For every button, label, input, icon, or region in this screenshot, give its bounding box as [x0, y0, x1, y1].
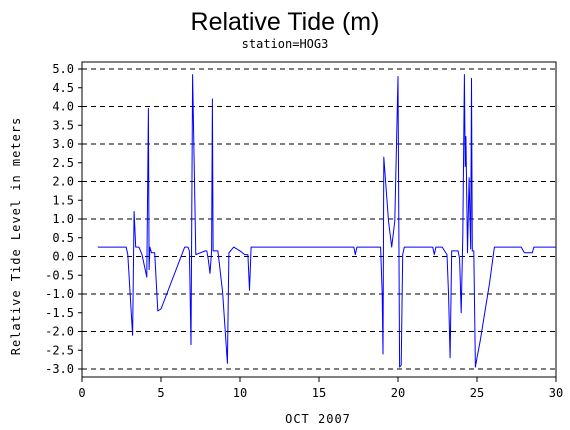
x-tick-label: 25 — [470, 386, 484, 400]
y-tick-label: 2.0 — [52, 175, 74, 189]
chart-title: Relative Tide (m) — [191, 8, 380, 36]
y-tick-label: -2.5 — [45, 343, 74, 357]
y-tick-label: -1.5 — [45, 306, 74, 320]
x-tick-label: 20 — [391, 386, 405, 400]
y-tick-label: 3.0 — [52, 137, 74, 151]
y-tick-label: 4.0 — [52, 100, 74, 114]
y-axis-label: Relative Tide Level in meters — [9, 117, 23, 356]
x-tick-label: 5 — [157, 386, 164, 400]
gridlines — [82, 68, 556, 370]
x-tick-label: 30 — [549, 386, 563, 400]
y-tick-label: -1.0 — [45, 287, 74, 301]
chart-subtitle: station=HOG3 — [242, 37, 329, 51]
y-tick-label: 1.0 — [52, 212, 74, 226]
y-tick-label: -0.5 — [45, 268, 74, 282]
y-tick-label: 4.5 — [52, 81, 74, 95]
x-axis: 0 5 10 15 20 25 30 — [78, 377, 563, 400]
y-tick-label: -3.0 — [45, 362, 74, 376]
tide-series-line — [97, 74, 556, 368]
x-axis-label: OCT 2007 — [285, 412, 351, 426]
x-tick-label: 10 — [233, 386, 247, 400]
y-axis: 5.0 4.5 4.0 3.5 3.0 2.5 2.0 1.5 1.0 0.5 0.0 -0.5 -1.… — [45, 62, 82, 376]
y-tick-label: 1.5 — [52, 193, 74, 207]
y-tick-label: 0.5 — [52, 231, 74, 245]
y-tick-label: -2.0 — [45, 325, 74, 339]
y-tick-label: 0.0 — [52, 250, 74, 264]
x-tick-label: 15 — [312, 386, 326, 400]
y-tick-label: 3.5 — [52, 118, 74, 132]
x-tick-label: 0 — [78, 386, 85, 400]
y-tick-label: 2.5 — [52, 156, 74, 170]
series-group — [97, 74, 556, 368]
y-tick-label: 5.0 — [52, 62, 74, 76]
